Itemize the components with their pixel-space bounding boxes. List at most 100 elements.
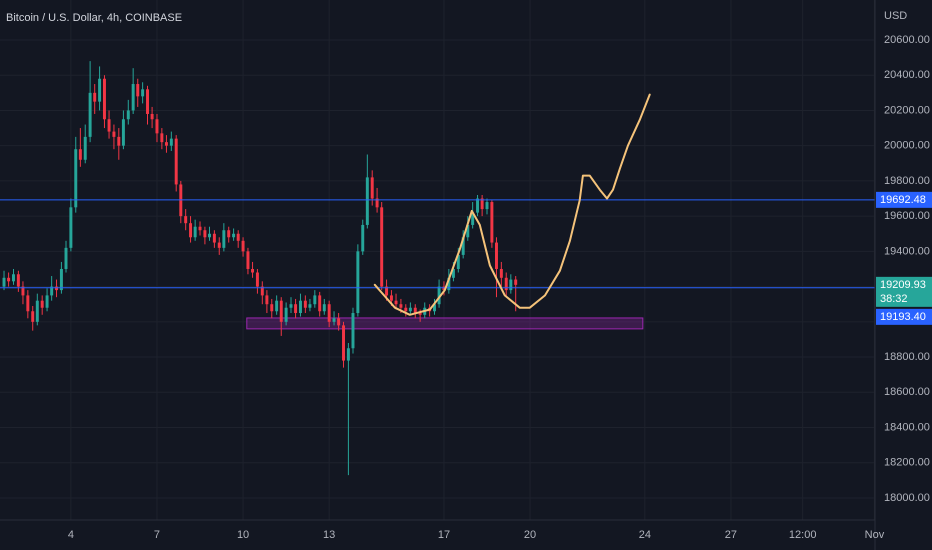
candle-body	[375, 198, 379, 208]
last-price-box	[876, 276, 932, 307]
price-tag-label: 19193.40	[880, 311, 926, 323]
candle-body	[318, 295, 322, 312]
candle-body	[131, 84, 135, 111]
candle-body	[26, 295, 30, 312]
candle-body	[284, 307, 288, 322]
candle-body	[332, 318, 336, 322]
candle-body	[102, 78, 106, 120]
candle-body	[107, 119, 111, 132]
candle-body	[112, 131, 116, 137]
candle-body	[16, 274, 20, 287]
x-tick-label: 4	[68, 529, 74, 541]
x-tick-label: 12:00	[789, 529, 817, 541]
candle-body	[31, 311, 35, 322]
y-tick-label: 19600.00	[884, 210, 930, 222]
candle-body	[380, 207, 384, 287]
candle-body	[141, 89, 145, 97]
candle-body	[346, 348, 350, 361]
candle-body	[461, 237, 465, 255]
y-tick-label: 20200.00	[884, 104, 930, 116]
candle-body	[342, 325, 345, 361]
x-tick-label: 7	[154, 529, 160, 541]
zone	[246, 317, 644, 330]
candle-body	[370, 177, 374, 199]
candle-body	[146, 89, 149, 114]
candle-body	[356, 251, 360, 314]
candle-body	[442, 286, 446, 291]
candle-body	[389, 295, 393, 301]
candle-body	[74, 149, 78, 208]
candle-body	[447, 277, 451, 291]
candle-body	[174, 138, 178, 185]
candle-body	[59, 268, 63, 291]
candle-body	[55, 286, 59, 291]
candle-body	[136, 84, 140, 97]
price-tag-box	[876, 191, 932, 208]
candle-body	[155, 119, 159, 134]
y-tick-label: 19800.00	[884, 175, 930, 187]
candle-body	[451, 268, 455, 278]
candle-body	[260, 286, 264, 296]
candle-body	[298, 300, 302, 314]
candle-body	[64, 247, 68, 269]
chart-title: Bitcoin / U.S. Dollar, 4h, COINBASE	[6, 12, 182, 24]
candle-body	[399, 304, 403, 308]
candle-body	[21, 286, 25, 296]
candle-body	[365, 177, 369, 225]
candle-body	[313, 295, 317, 305]
candle-body	[413, 307, 417, 314]
candle-body	[184, 216, 188, 224]
candle-body	[217, 242, 221, 248]
candle-body	[279, 300, 283, 322]
candle-body	[476, 198, 480, 213]
candle-body	[83, 136, 87, 160]
countdown-label: 38:32	[880, 293, 908, 305]
candle-body	[121, 119, 125, 146]
x-tick-label: 10	[237, 529, 249, 541]
candle-body	[189, 223, 193, 238]
last-price-label: 19209.93	[880, 279, 926, 291]
currency-label: USD	[884, 10, 907, 22]
x-tick-label: 24	[639, 529, 651, 541]
x-tick-label: 13	[323, 529, 335, 541]
candle-body	[255, 272, 259, 287]
candle-body	[404, 307, 408, 312]
candle-body	[466, 224, 470, 238]
candle-body	[408, 307, 412, 312]
candle-body	[308, 304, 312, 308]
candle-body	[208, 233, 211, 238]
candle-body	[480, 198, 484, 210]
candle-body	[126, 110, 130, 120]
candle-body	[164, 142, 168, 146]
candle-body	[212, 233, 216, 243]
candle-body	[433, 304, 436, 312]
candle-body	[232, 233, 236, 238]
candle-body	[160, 133, 164, 143]
candle-body	[456, 254, 460, 269]
candle-body	[12, 274, 15, 282]
candle-body	[236, 233, 240, 241]
candle-body	[2, 277, 6, 287]
candle-body	[418, 313, 422, 315]
x-tick-label: 17	[438, 529, 450, 541]
candle-body	[471, 212, 475, 225]
candle-body	[437, 286, 441, 305]
x-tick-label: 27	[725, 529, 737, 541]
candle-body	[40, 300, 44, 308]
y-tick-label: 18400.00	[884, 421, 930, 433]
plot	[0, 61, 875, 476]
candle-body	[514, 279, 518, 285]
candle-body	[222, 230, 226, 248]
candle-body	[494, 242, 498, 269]
candle-body	[35, 300, 39, 322]
candle-body	[45, 295, 49, 308]
candle-body	[88, 92, 92, 137]
y-tick-label: 18000.00	[884, 492, 930, 504]
y-tick-label: 20000.00	[884, 140, 930, 152]
candle-body	[246, 251, 250, 269]
candle-body	[193, 226, 197, 238]
y-tick-label: 18600.00	[884, 386, 930, 398]
candle-body	[251, 268, 255, 273]
